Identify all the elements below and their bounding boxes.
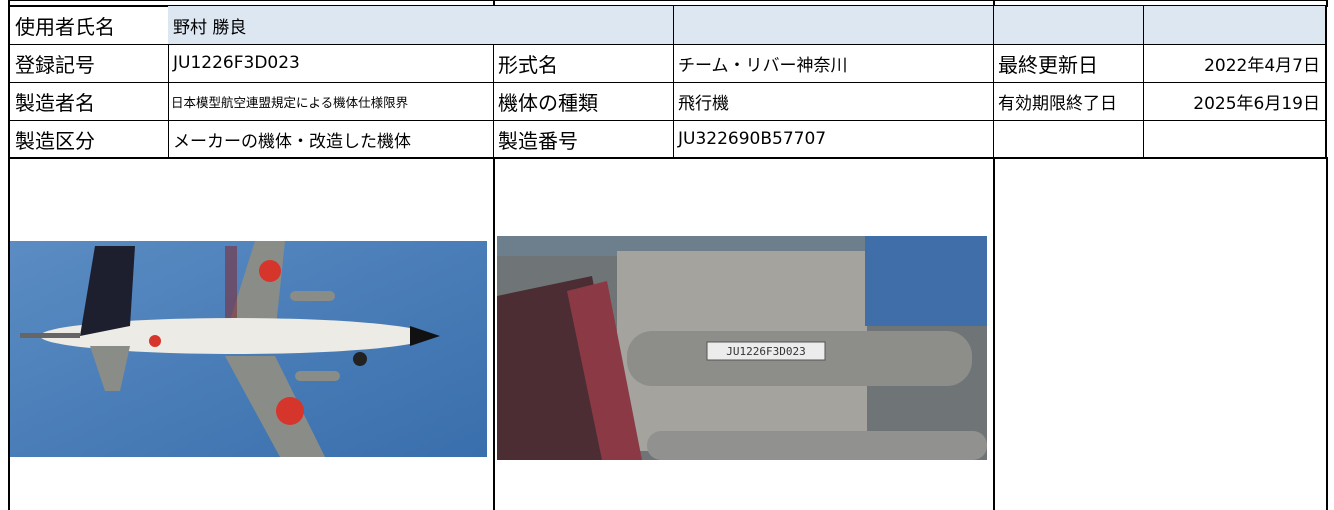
column-line bbox=[993, 158, 995, 510]
field-label: 製造番号 bbox=[493, 120, 674, 159]
top-border bbox=[8, 0, 1328, 1]
aircraft-photo bbox=[10, 241, 487, 457]
empty-cell bbox=[673, 6, 994, 45]
field-label: 機体の種類 bbox=[493, 82, 674, 121]
field-value: チーム・リバー神奈川 bbox=[673, 44, 994, 83]
column-line bbox=[993, 0, 995, 6]
column-line bbox=[493, 158, 495, 510]
field-label: 登録記号 bbox=[8, 44, 169, 83]
field-value: 飛行機 bbox=[673, 82, 994, 121]
field-value: 日本模型航空連盟規定による機体仕様限界 bbox=[168, 82, 494, 121]
aircraft-tag-text: JU1226F3D023 bbox=[726, 345, 805, 358]
column-line bbox=[1326, 0, 1328, 6]
field-value: メーカーの機体・改造した機体 bbox=[168, 120, 494, 159]
column-line bbox=[8, 0, 10, 6]
field-value: 野村 勝良 bbox=[168, 6, 1327, 45]
field-label: 有効期限終了日 bbox=[993, 82, 1144, 121]
field-label: 最終更新日 bbox=[993, 44, 1144, 83]
empty-cell bbox=[1143, 6, 1327, 45]
field-label: 製造区分 bbox=[8, 120, 169, 159]
column-line bbox=[1326, 158, 1328, 510]
field-label: 形式名 bbox=[493, 44, 674, 83]
field-value: JU322690B57707 bbox=[673, 120, 994, 159]
field-label: 製造者名 bbox=[8, 82, 169, 121]
row-border bbox=[8, 157, 1328, 159]
empty-cell bbox=[1143, 120, 1327, 159]
field-value: JU1226F3D023 bbox=[168, 44, 494, 83]
empty-cell bbox=[993, 120, 1144, 159]
registration-tag-photo: JU1226F3D023 bbox=[497, 236, 987, 460]
empty-cell bbox=[493, 6, 674, 45]
column-line bbox=[8, 158, 10, 510]
field-value: 2025年6月19日 bbox=[1143, 82, 1327, 121]
empty-cell bbox=[993, 6, 1144, 45]
field-value: 2022年4月7日 bbox=[1143, 44, 1327, 83]
column-line bbox=[493, 0, 495, 6]
field-label: 使用者氏名 bbox=[8, 6, 169, 45]
